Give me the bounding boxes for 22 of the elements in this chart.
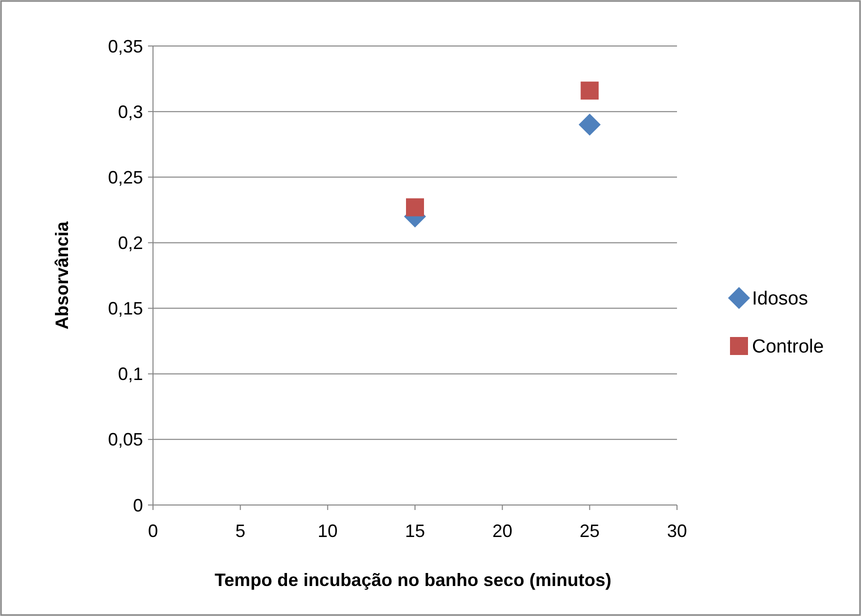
y-tick-label: 0	[132, 495, 143, 516]
y-tick-label: 0,3	[118, 102, 143, 122]
point	[578, 114, 601, 136]
x-tick-label: 5	[235, 521, 246, 541]
y-axis-title: Absorvância	[52, 220, 72, 330]
legend-label: Idosos	[752, 288, 808, 310]
y-tick-label: 0,05	[108, 430, 143, 450]
point	[580, 82, 599, 100]
x-tick-label: 10	[318, 521, 338, 541]
x-tick-label: 25	[580, 521, 600, 541]
x-tick-label: 15	[404, 521, 426, 541]
legend-label: Controle	[752, 336, 824, 358]
x-tick-label: 20	[492, 521, 512, 541]
y-tick-label: 0,15	[108, 298, 143, 319]
y-tick-label: 0,35	[108, 36, 143, 56]
point	[406, 198, 424, 216]
x-axis-title: Tempo de incubação no banho seco (minutos)	[214, 570, 612, 590]
x-tick-label: 30	[666, 521, 688, 541]
x-tick-label: 0	[148, 521, 158, 541]
y-tick-label: 0,2	[118, 233, 143, 254]
y-tick-label: 0,25	[108, 167, 143, 188]
y-tick-label: 0,1	[118, 364, 143, 384]
